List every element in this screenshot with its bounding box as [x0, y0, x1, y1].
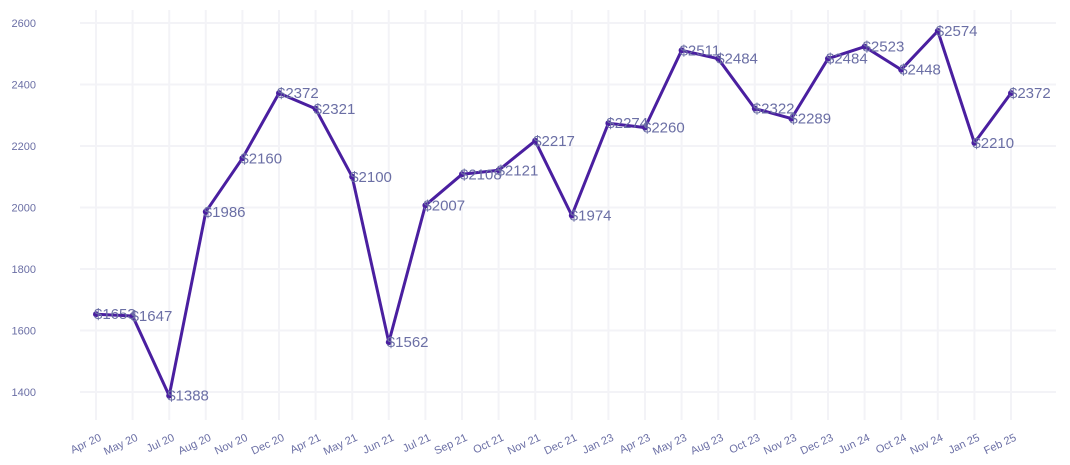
data-label: $1647	[131, 308, 173, 325]
data-point[interactable]	[898, 66, 905, 73]
data-label: $2523	[863, 39, 905, 56]
data-point[interactable]	[276, 90, 282, 97]
y-axis: 1400 1600 1800 2000 2200 2400 2600	[12, 18, 36, 399]
data-point[interactable]	[751, 105, 758, 112]
data-point[interactable]	[385, 339, 392, 346]
data-label: $2108	[460, 166, 502, 183]
data-point[interactable]	[459, 171, 465, 178]
x-tick-label: Jun 21	[361, 432, 396, 457]
data-label: $2574	[936, 23, 978, 40]
x-tick-label: Dec 23	[799, 432, 836, 458]
x-tick-label: Aug 23	[689, 432, 726, 458]
x-tick-label: Nov 23	[762, 432, 799, 458]
data-label: $2484	[826, 51, 868, 68]
x-tick-label: May 21	[322, 432, 360, 458]
data-point[interactable]	[568, 212, 575, 219]
data-label: $2121	[497, 162, 539, 179]
data-label: $1388	[167, 388, 209, 405]
x-tick-label: Nov 24	[908, 432, 945, 458]
x-tick-label: Dec 20	[250, 432, 287, 458]
y-tick-label: 1600	[12, 326, 36, 338]
data-label: $2372	[1009, 85, 1051, 102]
data-point[interactable]	[349, 173, 356, 180]
y-tick-label: 1800	[12, 264, 36, 276]
x-tick-label: Jul 21	[401, 432, 433, 455]
x-tick-label: Apr 21	[288, 432, 322, 457]
y-tick-label: 2000	[12, 203, 36, 215]
x-tick-label: May 20	[102, 432, 140, 458]
x-tick-label: Jun 24	[837, 432, 872, 457]
data-label: $2321	[314, 101, 356, 118]
data-point[interactable]	[605, 120, 612, 127]
x-tick-label: Jul 20	[145, 432, 177, 455]
data-point[interactable]	[678, 47, 685, 54]
x-tick-label: Apr 20	[69, 432, 103, 457]
x-tick-label: Apr 23	[618, 432, 652, 457]
data-label: $2511	[680, 42, 721, 59]
data-point[interactable]	[642, 124, 648, 131]
data-label: $2217	[533, 133, 575, 150]
grid	[80, 10, 1056, 420]
data-label: $2274	[606, 115, 648, 132]
data-point[interactable]	[202, 208, 209, 215]
data-label: $1562	[387, 334, 429, 351]
data-point[interactable]	[93, 311, 99, 318]
y-tick-label: 2200	[12, 141, 36, 153]
data-point[interactable]	[532, 137, 539, 144]
x-tick-label: Oct 21	[471, 432, 505, 457]
data-point[interactable]	[166, 392, 173, 399]
x-tick-label: Jan 23	[581, 432, 616, 457]
data-label: $2322	[753, 100, 795, 117]
data-label: $1974	[570, 207, 612, 224]
x-tick-label: Dec 21	[542, 432, 579, 458]
x-tick-label: Sep 21	[433, 432, 470, 458]
data-labels: $1653$1647$1388$1986$2160$2372$2321$2100…	[94, 23, 1051, 405]
x-tick-label: May 23	[651, 432, 689, 458]
data-label: $2160	[240, 150, 282, 167]
x-tick-label: Jan 25	[947, 432, 982, 457]
x-tick-label: Nov 20	[213, 432, 250, 458]
data-label: $2260	[643, 120, 685, 137]
data-label: $2289	[789, 111, 831, 128]
y-tick-label: 2400	[12, 80, 36, 92]
data-label: $1653	[94, 306, 136, 323]
x-tick-label: Feb 25	[982, 432, 1018, 457]
y-tick-label: 1400	[12, 387, 36, 399]
data-point[interactable]	[971, 139, 978, 146]
data-point[interactable]	[934, 27, 941, 34]
data-point[interactable]	[788, 115, 795, 122]
data-label: $2210	[972, 135, 1014, 152]
x-tick-label: Oct 23	[728, 432, 762, 457]
x-tick-label: Nov 21	[506, 432, 543, 458]
data-point[interactable]	[312, 105, 319, 112]
x-tick-label: Oct 24	[874, 432, 908, 457]
series-line	[94, 29, 1013, 398]
x-tick-label: Aug 20	[176, 432, 213, 458]
data-point[interactable]	[1008, 90, 1014, 97]
data-label: $2100	[350, 169, 392, 186]
series	[93, 27, 1014, 399]
data-label: $2484	[716, 51, 758, 68]
data-point[interactable]	[495, 167, 502, 174]
data-label: $2007	[423, 197, 465, 214]
data-label: $2448	[899, 62, 941, 79]
y-tick-label: 2600	[12, 18, 36, 30]
data-point[interactable]	[715, 55, 722, 62]
data-point[interactable]	[422, 202, 429, 209]
data-point[interactable]	[825, 55, 831, 62]
data-point[interactable]	[861, 43, 868, 50]
data-point[interactable]	[129, 313, 136, 320]
data-label: $2372	[277, 85, 319, 102]
data-point[interactable]	[239, 155, 246, 162]
data-label: $1986	[204, 204, 246, 221]
